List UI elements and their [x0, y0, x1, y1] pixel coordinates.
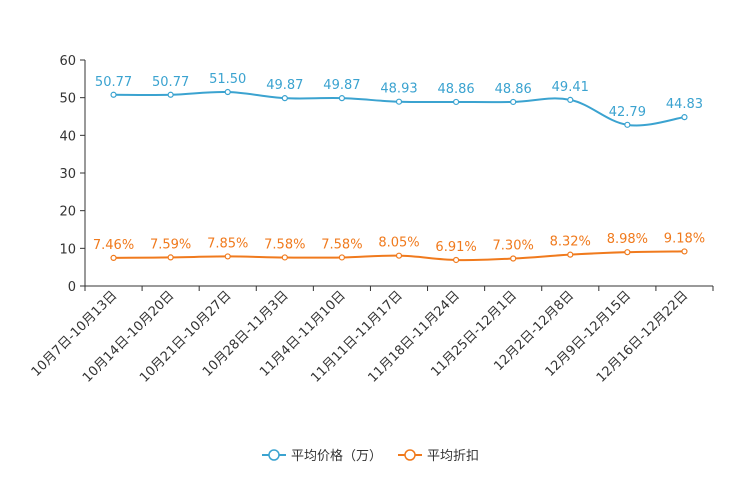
- data-point[interactable]: [110, 254, 117, 262]
- data-label: 44.83: [666, 97, 703, 112]
- data-label: 49.87: [323, 78, 360, 93]
- series-layer: [110, 88, 688, 264]
- data-label: 7.46%: [93, 238, 134, 253]
- data-label: 7.58%: [321, 237, 362, 252]
- axes: 010203040506010月7日-10月13日10月14日-10月20日10…: [29, 54, 714, 386]
- data-label: 7.59%: [150, 237, 191, 252]
- data-label: 51.50: [209, 72, 246, 87]
- data-point[interactable]: [110, 91, 117, 98]
- data-label: 49.87: [266, 78, 303, 93]
- data-label: 42.79: [609, 105, 646, 120]
- data-labels: 50.77 50.77 51.50 49.87 49.87 48.93 48.86 48.86…: [93, 72, 705, 255]
- data-label: 7.30%: [493, 239, 534, 254]
- data-label: 7.85%: [207, 236, 248, 251]
- series-line-0: [113, 90, 685, 127]
- data-point[interactable]: [395, 252, 403, 259]
- legend-item-1[interactable]: 平均折扣: [398, 449, 479, 464]
- legend-label: 平均折扣: [427, 449, 479, 464]
- y-tick-label: 40: [59, 129, 76, 144]
- data-point[interactable]: [224, 253, 231, 260]
- data-point[interactable]: [681, 114, 688, 121]
- data-label: 8.05%: [378, 236, 419, 251]
- data-label: 49.41: [552, 80, 589, 95]
- y-tick-label: 10: [59, 242, 76, 257]
- data-point[interactable]: [452, 256, 460, 264]
- data-point[interactable]: [338, 254, 346, 261]
- data-point[interactable]: [624, 121, 631, 128]
- legend-label: 平均价格（万）: [291, 448, 382, 464]
- data-point[interactable]: [281, 95, 288, 102]
- data-point[interactable]: [510, 98, 517, 106]
- y-tick-label: 60: [59, 54, 76, 69]
- y-tick-label: 0: [68, 280, 76, 295]
- legend-marker-icon: [268, 449, 280, 461]
- data-label: 50.77: [95, 75, 132, 90]
- data-point[interactable]: [281, 254, 288, 261]
- data-point[interactable]: [567, 251, 574, 258]
- data-point[interactable]: [167, 254, 174, 261]
- data-label: 9.18%: [664, 231, 705, 246]
- data-point[interactable]: [452, 98, 460, 106]
- data-label: 8.32%: [550, 235, 591, 250]
- y-tick-label: 30: [59, 167, 76, 182]
- data-label: 6.91%: [435, 240, 476, 255]
- data-label: 8.98%: [607, 232, 648, 247]
- data-label: 7.58%: [264, 237, 305, 252]
- data-point[interactable]: [224, 88, 231, 96]
- data-point[interactable]: [681, 248, 688, 255]
- data-point[interactable]: [395, 98, 403, 105]
- data-point[interactable]: [567, 96, 574, 103]
- data-point[interactable]: [624, 249, 631, 256]
- y-tick-label: 50: [59, 92, 76, 107]
- legend-item-0[interactable]: 平均价格（万）: [262, 448, 382, 464]
- legend-marker-icon: [404, 449, 416, 461]
- data-label: 50.77: [152, 75, 189, 90]
- data-label: 48.93: [380, 82, 417, 97]
- data-point[interactable]: [338, 95, 346, 102]
- legend[interactable]: 平均价格（万） 平均折扣: [262, 448, 479, 464]
- data-point[interactable]: [167, 91, 174, 98]
- data-point[interactable]: [510, 255, 517, 262]
- data-label: 48.86: [437, 82, 474, 97]
- y-tick-label: 20: [59, 205, 76, 220]
- data-label: 48.86: [495, 82, 532, 97]
